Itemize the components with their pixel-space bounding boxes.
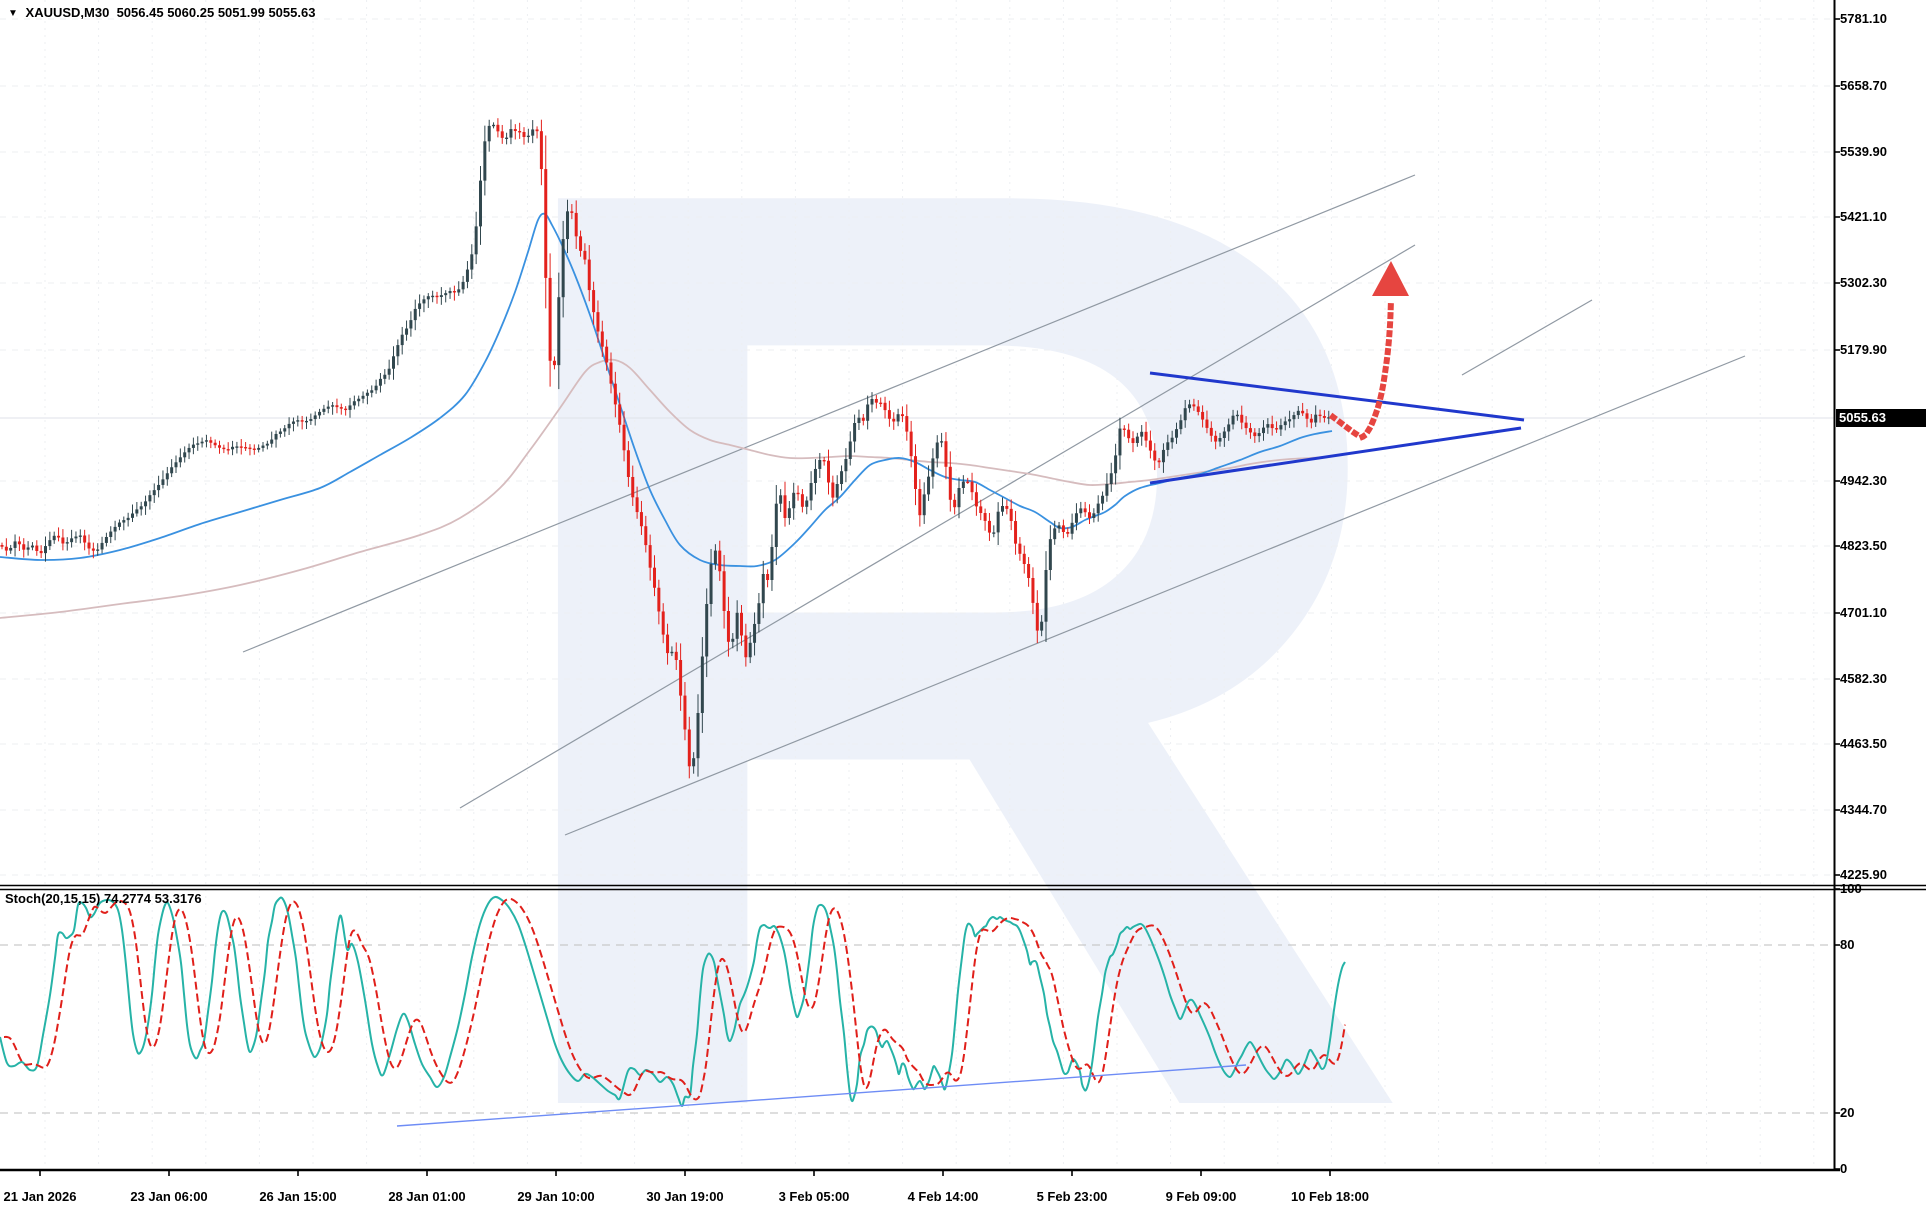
price-axis-label: 4942.30 — [1840, 473, 1887, 488]
trendline-gray-channel — [242, 174, 1746, 836]
stoch-axis-label: 20 — [1840, 1105, 1855, 1120]
stoch-trendline — [396, 1064, 1247, 1127]
indicator-name: Stoch(20,15,15) — [5, 891, 101, 906]
pennant-annotation — [1149, 371, 1525, 485]
price-axis-label: 4344.70 — [1840, 802, 1887, 817]
time-axis-label: 5 Feb 23:00 — [1036, 1189, 1108, 1204]
price-axis-label: 5658.70 — [1840, 78, 1887, 93]
time-axis-label: 10 Feb 18:00 — [1290, 1189, 1370, 1204]
breakout-arrow-annotation — [1328, 261, 1409, 441]
stoch-axis-label: 100 — [1840, 881, 1862, 896]
price-axis-label: 5302.30 — [1840, 275, 1887, 290]
stoch-signal-line — [3, 897, 1346, 1101]
time-axis-label: 26 Jan 15:00 — [259, 1189, 337, 1204]
pennant-lower-line — [1149, 426, 1522, 485]
chart-title: ▼ XAUUSD,M30 5056.45 5060.25 5051.99 505… — [8, 5, 315, 20]
brand-watermark: R — [470, 0, 1420, 1210]
current-price-badge: 5055.63 — [1836, 409, 1926, 427]
time-axis-label: 9 Feb 09:00 — [1165, 1189, 1237, 1204]
price-axis-label: 5179.90 — [1840, 342, 1887, 357]
ohlc-close: 5055.63 — [268, 5, 316, 20]
ma-slow — [0, 358, 1326, 619]
time-axis-label: 3 Feb 05:00 — [778, 1189, 850, 1204]
time-axis-label: 29 Jan 10:00 — [517, 1189, 595, 1204]
time-axis-label: 21 Jan 2026 — [3, 1189, 77, 1204]
indicator-label: Stoch(20,15,15) 74.2774 53.3176 — [5, 891, 202, 906]
ohlc-open: 5056.45 — [116, 5, 164, 20]
time-axis-label: 30 Jan 19:00 — [646, 1189, 724, 1204]
time-axis-label: 23 Jan 06:00 — [130, 1189, 208, 1204]
arrow-head-icon — [1372, 261, 1409, 296]
time-axis-label: 28 Jan 01:00 — [388, 1189, 466, 1204]
price-axis-label: 5539.90 — [1840, 144, 1887, 159]
candlesticks — [0, 118, 1331, 779]
stoch-main-line — [0, 895, 1346, 1108]
indicator-signal-value: 53.3176 — [154, 891, 202, 906]
ma-slow-line — [0, 358, 1326, 619]
ma-fast-line — [0, 212, 1333, 568]
axes — [0, 0, 1926, 1176]
price-axis-label: 4225.90 — [1840, 867, 1887, 882]
price-axis-label: 4463.50 — [1840, 736, 1887, 751]
price-axis-label: 4701.10 — [1840, 605, 1887, 620]
ma-fast — [0, 212, 1333, 568]
price-axis-label: 5421.10 — [1840, 209, 1887, 224]
stochastic-lines — [0, 895, 1346, 1127]
price-axis-label: 4582.30 — [1840, 671, 1887, 686]
indicator-main-value: 74.2774 — [104, 891, 151, 906]
ohlc-high: 5060.25 — [167, 5, 215, 20]
symbol-marker-icon: ▼ — [8, 8, 18, 19]
stoch-axis-label: 0 — [1840, 1161, 1848, 1176]
time-axis-label: 4 Feb 14:00 — [907, 1189, 979, 1204]
pennant-upper-line — [1149, 371, 1525, 422]
symbol-timeframe: XAUUSD,M30 — [25, 5, 110, 20]
ohlc-low: 5051.99 — [217, 5, 265, 20]
stoch-axis-label: 80 — [1840, 937, 1855, 952]
price-axis-label: 4823.50 — [1840, 538, 1887, 553]
price-axis-label: 5781.10 — [1840, 11, 1887, 26]
